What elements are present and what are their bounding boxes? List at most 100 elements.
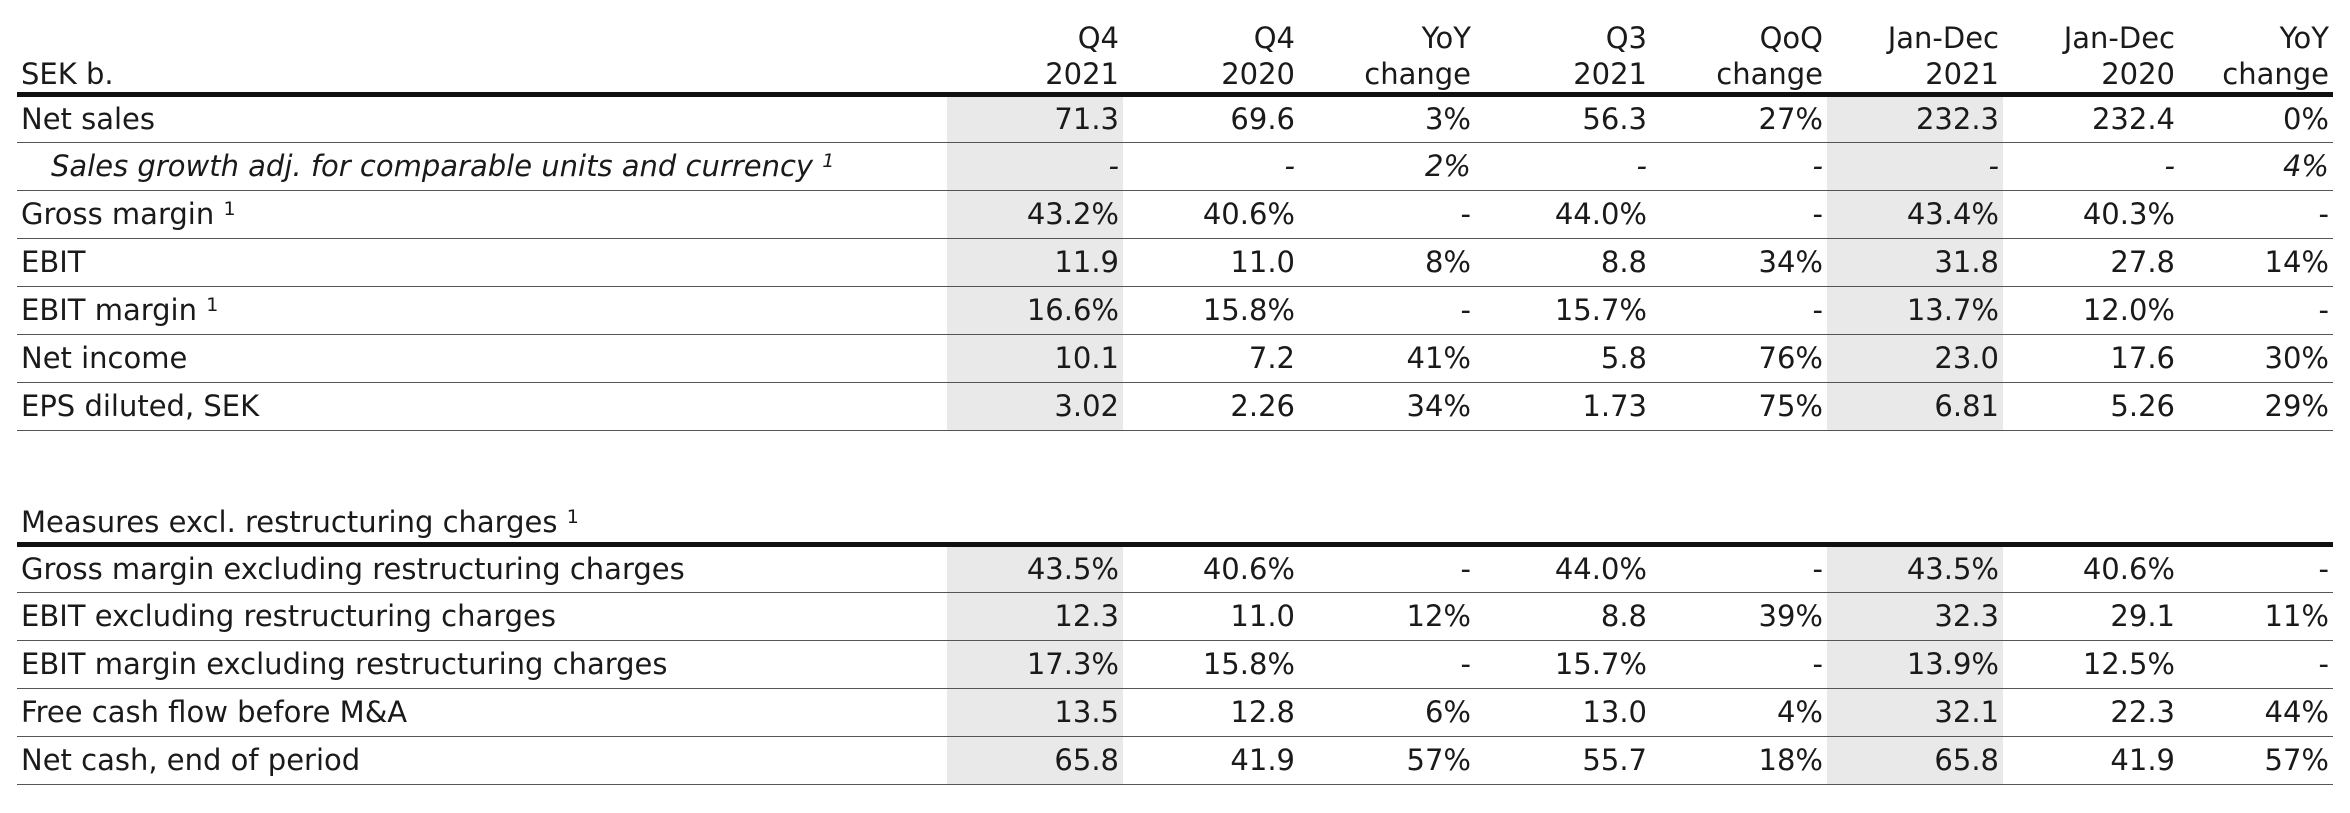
table-row: Gross margin excluding restructuring cha… (17, 544, 2333, 593)
table-cell: 13.5 (947, 688, 1123, 737)
table-cell: 41.9 (2003, 736, 2179, 785)
row-label-text: Sales growth adj. for comparable units a… (51, 149, 814, 183)
table-cell: 57% (2179, 736, 2333, 785)
table-cell: 29.1 (2003, 592, 2179, 641)
table-cell: 76% (1651, 334, 1827, 383)
table-row: Gross margin 1 43.2% 40.6% -44.0% -43.4% 40.3… (17, 190, 2333, 239)
table-cell: - (1475, 142, 1651, 191)
column-header: Jan-Dec 2020 (2003, 10, 2179, 97)
column-header: QoQ change (1651, 10, 1827, 97)
table-cell: 18% (1651, 736, 1827, 785)
section-spacer (17, 430, 2333, 496)
table-cell: 56.3 (1475, 94, 1651, 143)
table-cell: 69.6 (1123, 94, 1299, 143)
column-header: Q4 2021 (947, 10, 1123, 97)
table-row: EBIT excluding restructuring charges 12.3… (17, 592, 2333, 641)
table-cell: 15.8% (1123, 640, 1299, 689)
table-cell: 13.7% (1827, 286, 2003, 335)
table-cell: 43.5% (1827, 544, 2003, 593)
table-cell: 17.3% (947, 640, 1123, 689)
table-cell: 4% (2179, 142, 2333, 191)
table-cell: 8.8 (1475, 238, 1651, 287)
row-label-text: EBIT margin (21, 293, 197, 327)
table-cell: 23.0 (1827, 334, 2003, 383)
table-cell: 32.3 (1827, 592, 2003, 641)
section2-header-row: Measures excl. restructuring charges 1 (17, 496, 2333, 547)
table-cell: - (1651, 142, 1827, 191)
row-label-text: EPS diluted, SEK (21, 389, 260, 423)
table-cell: 3% (1299, 94, 1475, 143)
row-label-text: Net sales (21, 102, 156, 136)
table-cell: 44.0% (1475, 544, 1651, 593)
table-cell: 27.8 (2003, 238, 2179, 287)
table-cell: 40.6% (2003, 544, 2179, 593)
row-label-text: EBIT margin excluding restructuring char… (21, 647, 668, 681)
table-cell: - (1299, 190, 1475, 239)
table-cell: 5.8 (1475, 334, 1651, 383)
table-cell: 16.6% (947, 286, 1123, 335)
row-label-text: Net cash, end of period (21, 743, 361, 777)
table-cell: 7.2 (1123, 334, 1299, 383)
row-label: EPS diluted, SEK (17, 382, 947, 431)
table-cell: 5.26 (2003, 382, 2179, 431)
table-cell: 43.4% (1827, 190, 2003, 239)
table-cell: - (2179, 190, 2333, 239)
table-cell: 55.7 (1475, 736, 1651, 785)
table-cell: - (1651, 190, 1827, 239)
row-label-text: Gross margin excluding restructuring cha… (21, 552, 685, 586)
row-label: Net income (17, 334, 947, 383)
table-cell: 40.6% (1123, 544, 1299, 593)
table-cell: 15.7% (1475, 640, 1651, 689)
table-cell: - (1299, 286, 1475, 335)
table-row: EBIT margin 1 16.6% 15.8% -15.7% -13.7% 12.0%… (17, 286, 2333, 335)
table-cell: 12.8 (1123, 688, 1299, 737)
table-cell: 57% (1299, 736, 1475, 785)
table-cell: 2% (1299, 142, 1475, 191)
table-cell: 6.81 (1827, 382, 2003, 431)
table-row: Net cash, end of period 65.8 41.9 57% 55.7 18… (17, 736, 2333, 785)
unit-label: SEK b. (17, 10, 947, 97)
financial-summary: SEK b. Q4 2021 Q4 2020 YoY change Q3 2021 Qo… (17, 10, 2333, 785)
column-header: Q3 2021 (1475, 10, 1651, 97)
table-cell: 32.1 (1827, 688, 2003, 737)
table-cell: 15.8% (1123, 286, 1299, 335)
row-label-text: EBIT (21, 245, 86, 279)
table-row: Free cash flow before M&A 13.5 12.8 6% 13.0 4… (17, 688, 2333, 737)
table-cell: 71.3 (947, 94, 1123, 143)
table-cell: 1.73 (1475, 382, 1651, 431)
table-cell: - (1651, 544, 1827, 593)
table-cell: 65.8 (1827, 736, 2003, 785)
table-cell: 3.02 (947, 382, 1123, 431)
table-cell: 232.3 (1827, 94, 2003, 143)
table-cell: 0% (2179, 94, 2333, 143)
table-cell: 75% (1651, 382, 1827, 431)
table-cell: 2.26 (1123, 382, 1299, 431)
table-cell: 31.8 (1827, 238, 2003, 287)
row-label: EBIT (17, 238, 947, 287)
column-header: Jan-Dec 2021 (1827, 10, 2003, 97)
row-label: Net sales (17, 94, 947, 143)
table-row: EPS diluted, SEK 3.02 2.26 34% 1.73 75% 6.81 5.… (17, 382, 2333, 431)
footnote-marker: 1 (223, 198, 236, 220)
table-cell: 30% (2179, 334, 2333, 383)
table-cell: - (2179, 544, 2333, 593)
table-cell: 43.5% (947, 544, 1123, 593)
table-cell: 6% (1299, 688, 1475, 737)
table-cell: 11.9 (947, 238, 1123, 287)
table-cell: 12% (1299, 592, 1475, 641)
key-figures-table: SEK b. Q4 2021 Q4 2020 YoY change Q3 2021 Qo… (17, 10, 2333, 785)
table-cell: 27% (1651, 94, 1827, 143)
column-header: YoY change (2179, 10, 2333, 97)
row-label-text: Net income (21, 341, 188, 375)
table-cell: - (1827, 142, 2003, 191)
table-cell: - (947, 142, 1123, 191)
table-cell: 15.7% (1475, 286, 1651, 335)
table-cell: 41% (1299, 334, 1475, 383)
table-cell: 44.0% (1475, 190, 1651, 239)
table-cell: 13.0 (1475, 688, 1651, 737)
table-cell: 8.8 (1475, 592, 1651, 641)
table-row: EBIT 11.9 11.0 8% 8.8 34% 31.8 27.8 14% (17, 238, 2333, 287)
row-label: EBIT margin 1 (17, 286, 947, 335)
footnote-marker: 1 (206, 294, 219, 316)
row-label: Net cash, end of period (17, 736, 947, 785)
